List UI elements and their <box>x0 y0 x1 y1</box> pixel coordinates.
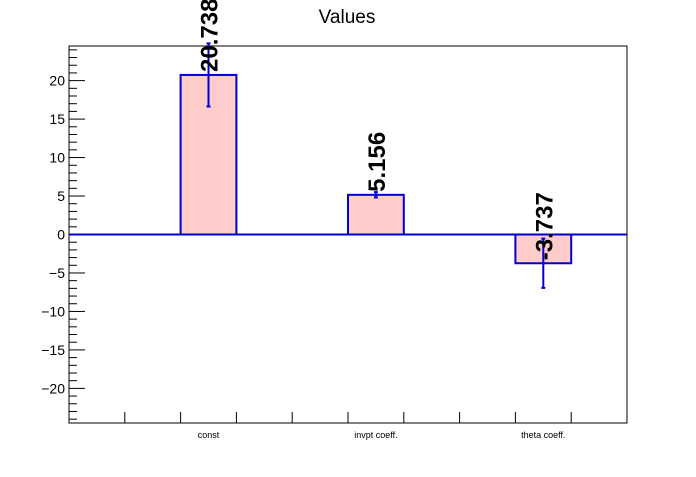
x-category-label: theta coeff. <box>521 430 565 440</box>
y-tick-label: −15 <box>41 342 65 358</box>
y-tick-label: 15 <box>49 111 65 127</box>
y-tick-label: 10 <box>49 150 65 166</box>
x-category-label: const <box>198 430 220 440</box>
y-tick-label: 5 <box>57 188 65 204</box>
data-label: 5.156 <box>364 132 391 192</box>
axis-ticks: −20 −15 −10 −5 0 5 10 15 20 <box>41 49 572 423</box>
y-tick-label: 0 <box>57 227 65 243</box>
data-label: 20.738 <box>197 0 224 72</box>
bar-invpt-coeff- <box>347 193 405 236</box>
chart-title: Values <box>319 7 376 28</box>
labels-layer: const 20.738 invpt coeff. 5.156 theta coeff.… <box>197 0 566 440</box>
bars-layer <box>69 42 627 289</box>
x-category-label: invpt coeff. <box>354 430 397 440</box>
y-tick-label: −20 <box>41 380 65 396</box>
data-label: -3.737 <box>531 192 558 260</box>
y-tick-label: 20 <box>49 73 65 89</box>
y-tick-label: −10 <box>41 303 65 319</box>
y-tick-label: −5 <box>49 265 65 281</box>
